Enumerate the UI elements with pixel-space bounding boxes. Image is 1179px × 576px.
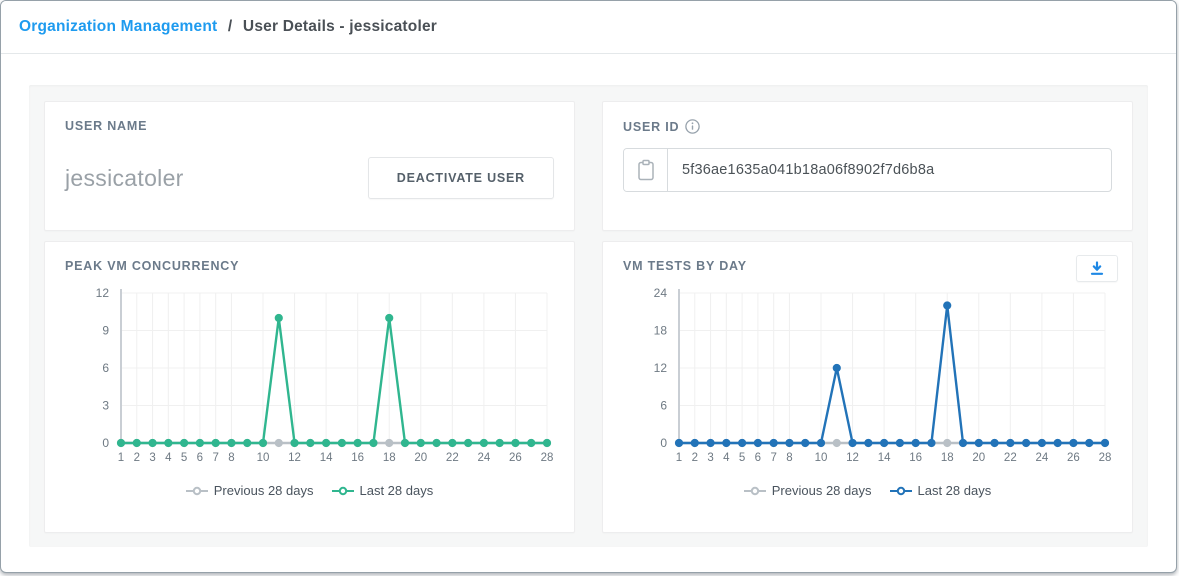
svg-text:4: 4 [165,452,172,464]
breadcrumb-separator: / [227,18,233,35]
user-name-row: jessicatoler DEACTIVATE USER [65,157,554,199]
svg-text:6: 6 [197,452,203,464]
svg-text:14: 14 [320,452,333,464]
svg-text:12: 12 [288,452,301,464]
legend-label-last: Last 28 days [359,483,434,498]
svg-text:0: 0 [102,436,109,450]
svg-text:18: 18 [941,452,954,464]
svg-text:28: 28 [541,452,553,464]
svg-text:26: 26 [509,452,522,464]
svg-text:1: 1 [676,452,682,464]
svg-text:10: 10 [815,452,828,464]
legend-item-last[interactable]: Last 28 days [331,483,434,498]
legend-marker-last-icon [331,486,354,496]
user-id-card: USER ID [602,101,1133,231]
svg-text:6: 6 [102,361,109,375]
vm-tests-by-day-title: VM TESTS BY DAY [623,259,747,273]
svg-text:20: 20 [972,452,985,464]
svg-text:5: 5 [181,452,187,464]
content-panel: USER NAME jessicatoler DEACTIVATE USER U… [29,85,1148,547]
vm-tests-by-day-card: VM TESTS BY DAY 0 6 12 18 24 1 2 3 4 5 6 7 8 10 12 14 16… [602,241,1133,533]
breadcrumb: Organization Management / User Details -… [19,18,437,36]
svg-text:4: 4 [723,452,730,464]
svg-text:6: 6 [755,452,761,464]
svg-text:8: 8 [786,452,792,464]
svg-text:6: 6 [660,399,667,413]
svg-text:5: 5 [739,452,745,464]
svg-text:2: 2 [134,452,140,464]
user-id-value-input[interactable] [668,149,1111,191]
user-id-field-group [623,148,1112,192]
svg-text:3: 3 [707,452,713,464]
svg-text:8: 8 [228,452,234,464]
svg-text:24: 24 [477,452,490,464]
user-id-card-title: USER ID [623,119,1112,134]
copy-to-clipboard-button[interactable] [624,149,668,191]
top-bar: Organization Management / User Details -… [1,1,1176,54]
svg-text:10: 10 [257,452,270,464]
svg-text:16: 16 [351,452,364,464]
cards-grid: USER NAME jessicatoler DEACTIVATE USER U… [44,101,1133,533]
peak-vm-concurrency-title: PEAK VM CONCURRENCY [65,259,240,273]
svg-text:7: 7 [212,452,218,464]
svg-text:22: 22 [446,452,459,464]
peak-vm-concurrency-card: PEAK VM CONCURRENCY 0 3 6 9 12 1 2 3 4 5 6 7 8 10 12 14… [44,241,575,533]
svg-text:1: 1 [118,452,124,464]
svg-text:24: 24 [654,286,668,300]
user-id-title-text: USER ID [623,119,680,134]
svg-text:14: 14 [878,452,891,464]
legend-item-last[interactable]: Last 28 days [889,483,992,498]
download-chart-button[interactable] [1076,255,1118,282]
svg-text:18: 18 [383,452,396,464]
legend-item-previous[interactable]: Previous 28 days [743,483,872,498]
breadcrumb-link-organization-management[interactable]: Organization Management [19,18,218,35]
download-icon [1090,261,1104,275]
legend-label-last: Last 28 days [917,483,992,498]
svg-text:26: 26 [1067,452,1080,464]
clipboard-icon [637,159,654,181]
legend-item-previous[interactable]: Previous 28 days [185,483,314,498]
svg-text:9: 9 [102,324,109,338]
breadcrumb-current-page: User Details - jessicatoler [242,18,438,35]
svg-text:18: 18 [654,324,668,338]
user-name-card: USER NAME jessicatoler DEACTIVATE USER [44,101,575,231]
svg-text:3: 3 [102,399,109,413]
chart-legend: Previous 28 days Last 28 days [623,483,1112,498]
svg-text:22: 22 [1004,452,1017,464]
svg-text:7: 7 [770,452,776,464]
svg-text:3: 3 [149,452,155,464]
user-name-value: jessicatoler [65,164,184,191]
legend-marker-last-icon [889,486,912,496]
legend-label-previous: Previous 28 days [213,483,314,498]
svg-text:16: 16 [909,452,922,464]
svg-text:12: 12 [846,452,859,464]
svg-text:12: 12 [654,361,668,375]
svg-text:28: 28 [1099,452,1111,464]
info-icon[interactable] [685,119,701,134]
svg-text:0: 0 [660,436,667,450]
user-name-card-title: USER NAME [65,119,148,133]
deactivate-user-button[interactable]: DEACTIVATE USER [367,157,554,199]
chart-legend: Previous 28 days Last 28 days [65,483,554,498]
svg-text:2: 2 [692,452,698,464]
svg-text:24: 24 [1035,452,1048,464]
svg-text:12: 12 [96,286,110,300]
legend-label-previous: Previous 28 days [771,483,872,498]
legend-marker-previous-icon [185,486,208,496]
svg-text:20: 20 [414,452,427,464]
legend-marker-previous-icon [743,486,766,496]
